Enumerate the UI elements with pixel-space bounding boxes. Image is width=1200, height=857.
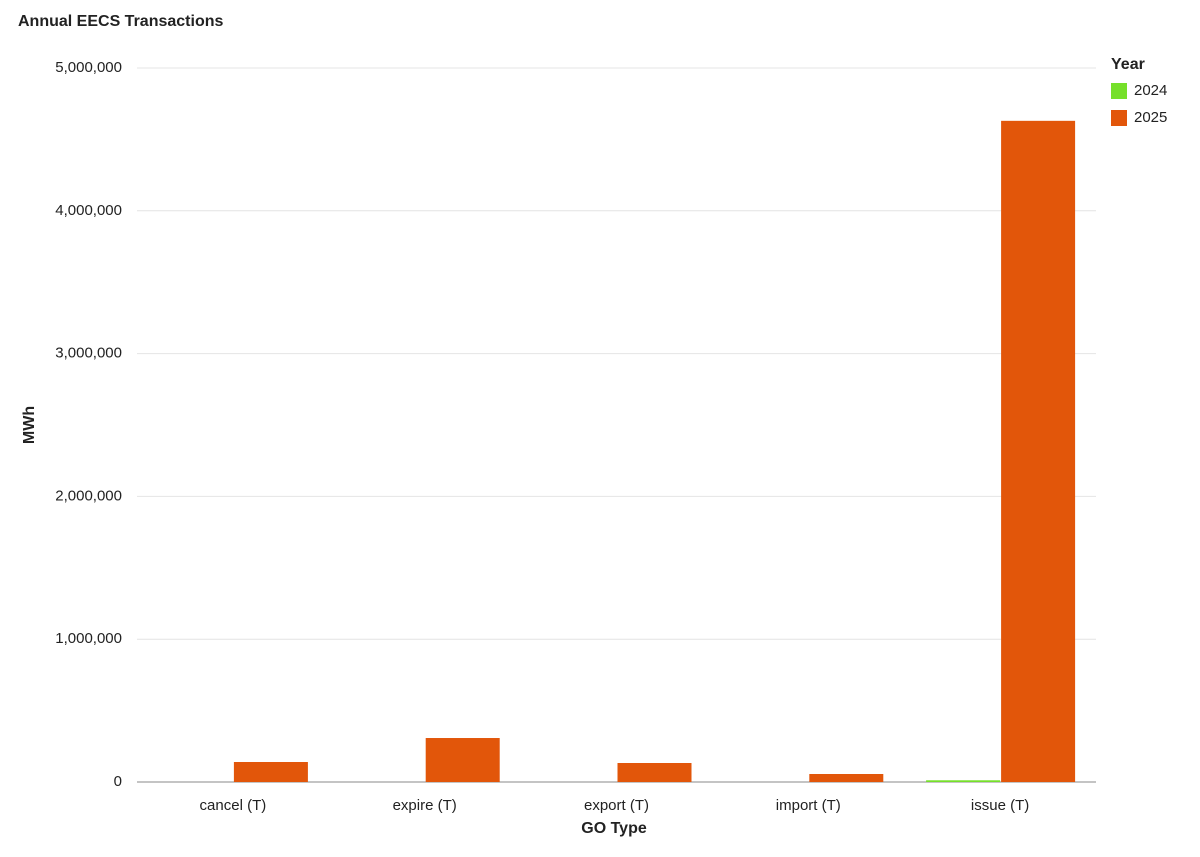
y-axis-title: MWh [21, 406, 38, 444]
y-tick-label: 3,000,000 [55, 345, 122, 362]
legend-title: Year [1111, 56, 1145, 73]
legend-swatch [1111, 110, 1127, 126]
bar [233, 762, 308, 782]
y-tick-label: 5,000,000 [55, 59, 122, 76]
legend-label: 2025 [1134, 109, 1167, 126]
y-tick-label: 2,000,000 [55, 487, 122, 504]
bar [1001, 120, 1076, 782]
bar [809, 774, 884, 782]
legend-label: 2024 [1134, 82, 1167, 99]
bar [425, 738, 500, 782]
x-tick-label: import (T) [776, 797, 841, 814]
x-tick-label: export (T) [584, 797, 649, 814]
x-tick-label: cancel (T) [200, 797, 267, 814]
bar [926, 780, 1001, 782]
y-tick-label: 0 [114, 773, 122, 790]
x-tick-label: issue (T) [971, 797, 1029, 814]
x-tick-label: expire (T) [393, 797, 457, 814]
y-tick-label: 4,000,000 [55, 202, 122, 219]
x-axis-title: GO Type [581, 820, 647, 837]
bar [617, 763, 692, 782]
y-tick-label: 1,000,000 [55, 630, 122, 647]
legend-swatch [1111, 83, 1127, 99]
chart-title: Annual EECS Transactions [18, 13, 223, 30]
